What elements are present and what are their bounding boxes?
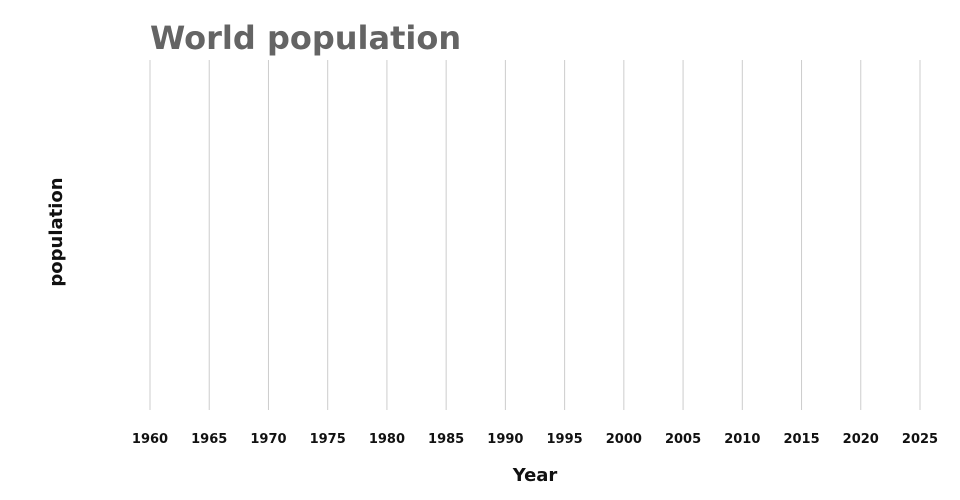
x-tick-label: 1995 [547, 432, 583, 447]
x-tick-labels: 1960 1965 1970 1975 1980 1985 1990 1995 2000 2005… [132, 432, 938, 447]
x-tick-label: 1980 [369, 432, 405, 447]
x-tick-label: 2010 [724, 432, 760, 447]
x-tick-label: 2000 [606, 432, 642, 447]
x-tick-label: 1965 [191, 432, 227, 447]
x-tick-label: 1970 [250, 432, 286, 447]
x-tick-label: 2015 [783, 432, 819, 447]
x-tick-label: 1985 [428, 432, 464, 447]
y-axis-title: population [46, 177, 67, 286]
x-tick-label: 1975 [310, 432, 346, 447]
x-tick-label: 2025 [902, 432, 938, 447]
chart-title: World population [150, 19, 462, 57]
x-tick-label: 2005 [665, 432, 701, 447]
x-tick-label: 1960 [132, 432, 168, 447]
x-tick-label: 2020 [843, 432, 879, 447]
x-axis-title: Year [512, 465, 558, 486]
grid-layer [149, 60, 921, 410]
x-tick-label: 1990 [487, 432, 523, 447]
